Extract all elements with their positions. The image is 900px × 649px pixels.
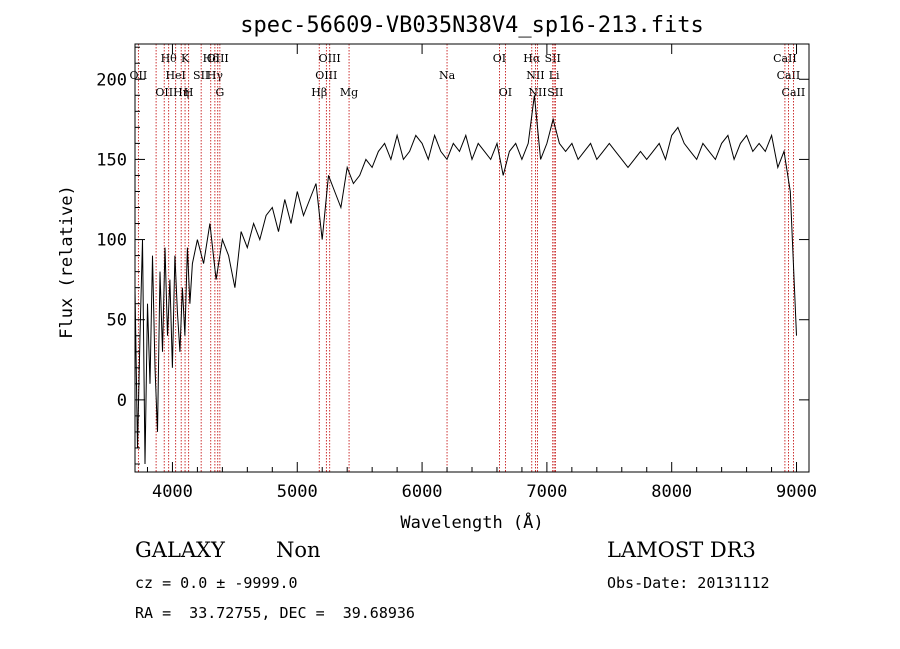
line-label: OI: [493, 52, 506, 65]
line-label: OIII: [315, 69, 337, 82]
x-axis-label: Wavelength (Å): [400, 511, 543, 533]
line-label: NII: [528, 86, 546, 99]
x-tick-label: 4000: [152, 482, 193, 502]
obs-date: Obs-Date: 20131112: [607, 574, 770, 592]
line-label: Na: [439, 69, 456, 82]
x-tick-label: 6000: [402, 482, 443, 502]
redshift-cz: cz = 0.0 ± -9999.0: [135, 574, 298, 592]
chart-title: spec-56609-VB035N38V4_sp16-213.fits: [240, 13, 704, 38]
y-tick-label: 100: [96, 231, 127, 251]
line-label: SII: [545, 52, 561, 65]
line-label: Mg: [340, 86, 358, 99]
line-label: H: [184, 86, 194, 99]
x-tick-label: 9000: [776, 482, 817, 502]
line-label: Hβ: [311, 86, 327, 99]
line-label: OI: [499, 86, 512, 99]
object-subclass: Non: [276, 538, 321, 562]
y-tick-label: 150: [96, 150, 127, 170]
line-label: OII: [130, 69, 148, 82]
line-label: Li: [549, 69, 560, 82]
x-tick-label: 7000: [526, 482, 567, 502]
line-label: Hθ: [161, 52, 178, 65]
plot-frame: [134, 43, 810, 473]
line-label: CaII: [782, 86, 806, 99]
line-label: NII: [526, 69, 544, 82]
y-tick-label: 0: [117, 391, 127, 411]
axis-ticks: 4000 5000 6000 7000 8000 9000 0 50 100 150 200: [96, 44, 817, 502]
survey-name: LAMOST DR3: [607, 538, 756, 562]
y-tick-label: 50: [107, 311, 127, 331]
line-label: CaII: [777, 69, 801, 82]
y-axis-label: Flux (relative): [57, 185, 77, 339]
line-label: Hδ: [203, 52, 220, 65]
line-label: HeI: [165, 69, 185, 82]
line-label: Hα: [523, 52, 541, 65]
line-label: CaII: [773, 52, 797, 65]
spectrum-line: [134, 95, 797, 465]
line-label: Hγ: [207, 69, 224, 82]
line-label: K: [181, 52, 190, 65]
spectrum-chart: spec-56609-VB035N38V4_sp16-213.fits OII O…: [57, 13, 817, 533]
line-label: SII: [193, 69, 209, 82]
coordinates: RA = 33.72755, DEC = 39.68936: [135, 604, 415, 622]
line-label: G: [215, 86, 224, 99]
object-class: GALAXY: [135, 538, 225, 562]
line-label: OII: [155, 86, 173, 99]
x-tick-label: 8000: [651, 482, 692, 502]
x-tick-label: 5000: [277, 482, 318, 502]
line-label: SII: [547, 86, 563, 99]
y-tick-label: 200: [96, 70, 127, 90]
line-label: OIII: [207, 52, 229, 65]
line-label: OIII: [319, 52, 341, 65]
